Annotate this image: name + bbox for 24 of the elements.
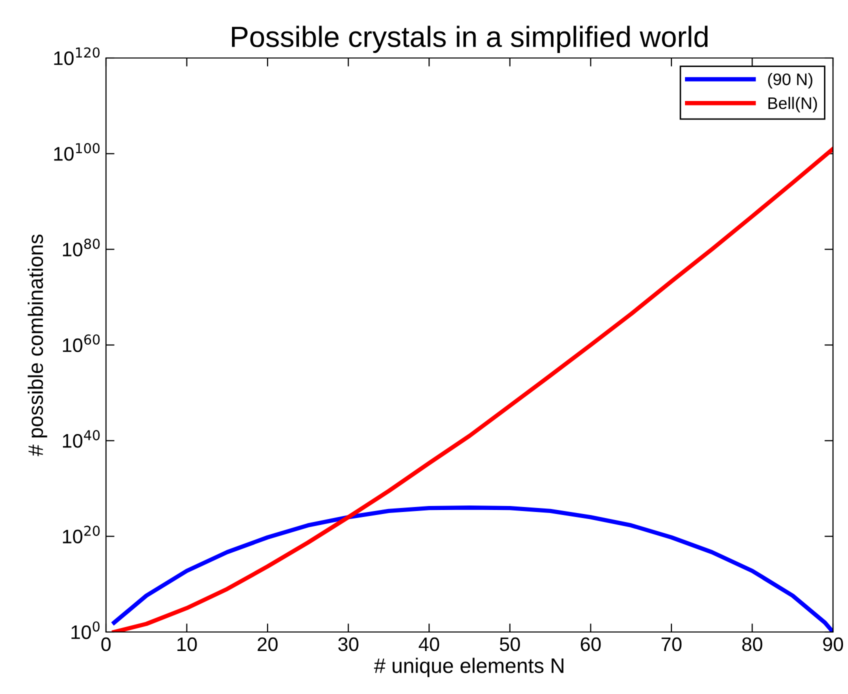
x-tick-label: 80 [742, 637, 762, 652]
x-tick-label: 60 [580, 637, 601, 652]
y-tick-label: 10$^{0}$ [72, 621, 100, 640]
x-tick-label: 10 [177, 637, 197, 652]
x-tick-label: 50 [500, 637, 520, 652]
legend-label: Bell(N) [768, 96, 817, 112]
x-tick-label: 0 [101, 637, 111, 652]
y-tick-label: 10$^{60}$ [62, 334, 100, 352]
x-tick-label: 90 [823, 637, 844, 652]
x-axis-title: # unique elements N [374, 658, 564, 678]
x-tick-label: 70 [662, 637, 682, 652]
y-tick-label: 10$^{40}$ [62, 430, 100, 448]
y-tick-label: 10$^{80}$ [62, 238, 100, 256]
y-tick-label: 10$^{120}$ [54, 47, 100, 66]
line-series [112, 506, 833, 632]
legend-label: (90 N) [768, 73, 812, 89]
line-series [112, 146, 833, 632]
y-tick-label: 10$^{20}$ [62, 526, 100, 544]
y-axis-title: # possible combinations [28, 234, 48, 456]
y-tick-label: 10$^{100}$ [54, 143, 100, 161]
x-tick-label: 30 [338, 637, 358, 652]
x-tick-label: 40 [418, 637, 440, 652]
chart-title: Possible crystals in a simplified world [232, 26, 708, 53]
x-tick-label: 20 [258, 637, 278, 652]
